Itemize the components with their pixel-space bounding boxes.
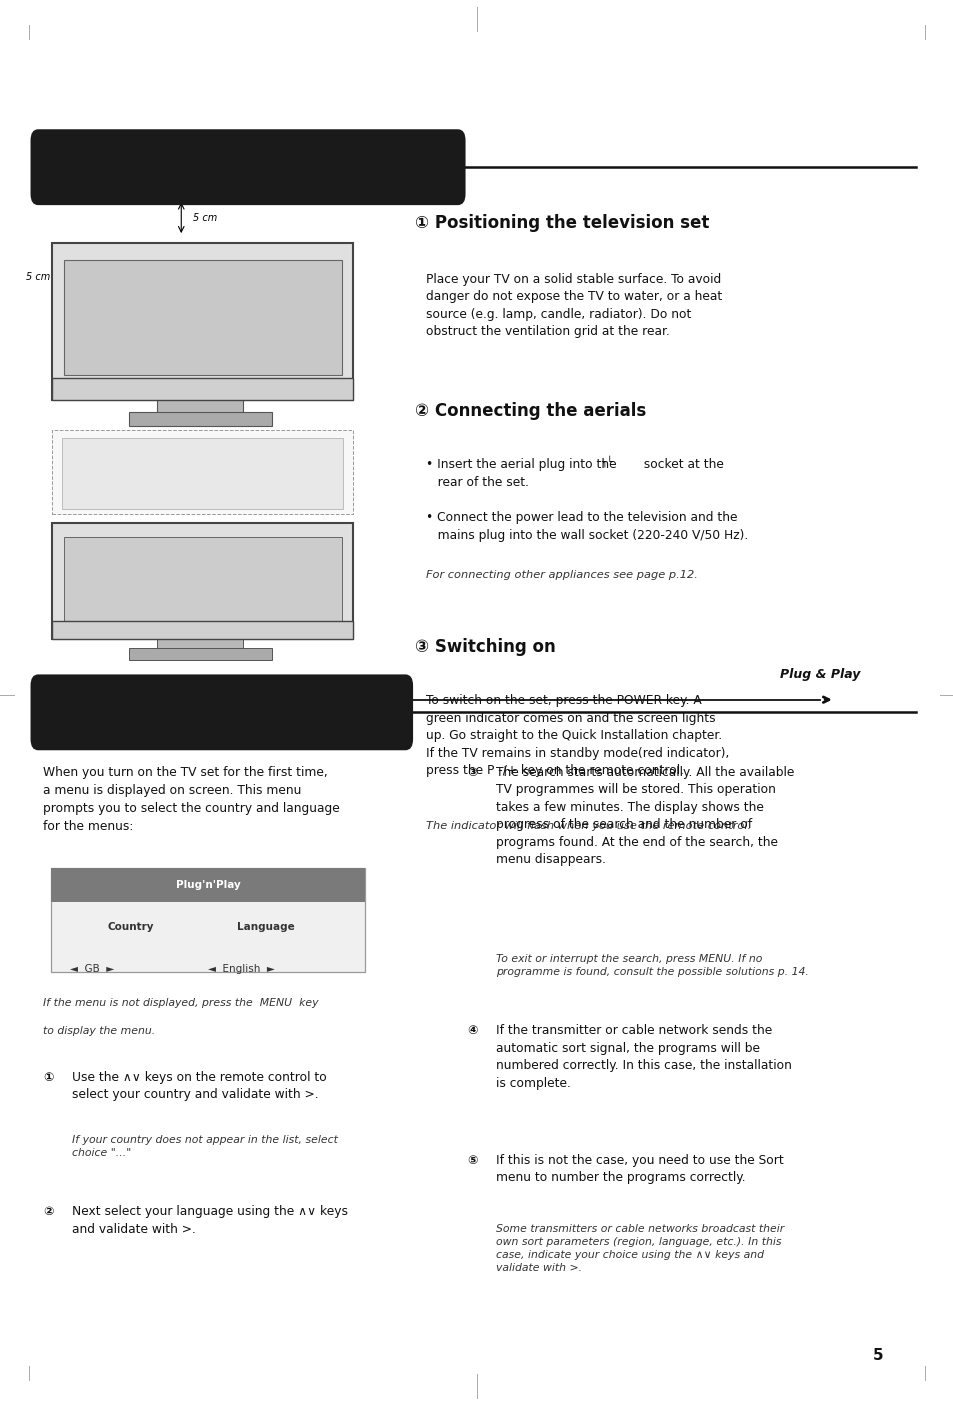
Text: ④: ④ xyxy=(467,1024,477,1037)
FancyBboxPatch shape xyxy=(64,260,341,375)
Text: ②: ② xyxy=(43,1205,53,1218)
Text: Plug'n'Play: Plug'n'Play xyxy=(175,880,240,891)
FancyBboxPatch shape xyxy=(30,129,465,205)
Text: 5 cm: 5 cm xyxy=(280,271,304,282)
Text: If this is not the case, you need to use the Sort
menu to number the programs co: If this is not the case, you need to use… xyxy=(496,1154,783,1184)
Text: For connecting other appliances see page p.12.: For connecting other appliances see page… xyxy=(426,570,698,580)
FancyBboxPatch shape xyxy=(157,636,243,651)
FancyBboxPatch shape xyxy=(64,537,341,622)
FancyBboxPatch shape xyxy=(52,430,353,514)
Text: ③: ③ xyxy=(467,766,477,778)
Text: If your country does not appear in the list, select
choice "...": If your country does not appear in the l… xyxy=(71,1135,337,1159)
Text: Language: Language xyxy=(236,922,294,933)
FancyBboxPatch shape xyxy=(52,378,353,400)
Text: ⑤: ⑤ xyxy=(467,1154,477,1166)
Text: Quick installation: Quick installation xyxy=(52,705,211,719)
Text: 5 cm: 5 cm xyxy=(26,271,50,282)
Text: ◄  English  ►: ◄ English ► xyxy=(208,964,274,975)
Text: • Connect the power lead to the television and the
   mains plug into the wall s: • Connect the power lead to the televisi… xyxy=(426,511,748,542)
FancyBboxPatch shape xyxy=(52,523,353,639)
Text: The search starts automatically. All the available
TV programmes will be stored.: The search starts automatically. All the… xyxy=(496,766,794,867)
Text: 5 cm: 5 cm xyxy=(193,212,216,223)
Text: Next select your language using the ∧∨ keys
and validate with >.: Next select your language using the ∧∨ k… xyxy=(71,1205,347,1236)
FancyBboxPatch shape xyxy=(52,621,353,639)
Text: Country: Country xyxy=(108,922,154,933)
Text: ┐└: ┐└ xyxy=(600,455,612,466)
Text: ③ Switching on: ③ Switching on xyxy=(415,638,556,656)
FancyBboxPatch shape xyxy=(51,868,365,972)
Text: If the transmitter or cable network sends the
automatic sort signal, the program: If the transmitter or cable network send… xyxy=(496,1024,791,1090)
FancyBboxPatch shape xyxy=(62,438,343,509)
FancyBboxPatch shape xyxy=(129,648,272,660)
Text: • PHILIPS •  MENU  • PROGRAM •: • PHILIPS • MENU • PROGRAM • xyxy=(162,471,242,476)
Text: The indicator will flash when you use the remote control.: The indicator will flash when you use th… xyxy=(426,821,751,830)
Text: To exit or interrupt the search, press MENU. If no
programme is found, consult t: To exit or interrupt the search, press M… xyxy=(496,954,808,978)
Text: PHILIPS: PHILIPS xyxy=(95,386,113,392)
Text: Place your TV on a solid stable surface. To avoid
danger do not expose the TV to: Place your TV on a solid stable surface.… xyxy=(426,273,722,339)
FancyBboxPatch shape xyxy=(52,243,353,400)
Text: ② Connecting the aerials: ② Connecting the aerials xyxy=(415,402,645,420)
Text: To switch on the set, press the POWER key. A
green indicator comes on and the sc: To switch on the set, press the POWER ke… xyxy=(426,694,729,777)
Text: to display the menu.: to display the menu. xyxy=(43,1026,155,1035)
Text: Use the ∧∨ keys on the remote control to
select your country and validate with >: Use the ∧∨ keys on the remote control to… xyxy=(71,1071,326,1102)
Text: • Insert the aerial plug into the       socket at the
   rear of the set.: • Insert the aerial plug into the socket… xyxy=(426,458,723,489)
Text: Plug & Play: Plug & Play xyxy=(780,667,860,681)
Text: When you turn on the TV set for the first time,
a menu is displayed on screen. T: When you turn on the TV set for the firs… xyxy=(43,766,339,833)
Text: Some transmitters or cable networks broadcast their
own sort parameters (region,: Some transmitters or cable networks broa… xyxy=(496,1224,783,1273)
Text: 5: 5 xyxy=(871,1349,882,1363)
FancyBboxPatch shape xyxy=(51,868,365,902)
FancyBboxPatch shape xyxy=(129,412,272,426)
Text: ① Positioning the television set: ① Positioning the television set xyxy=(415,214,709,232)
FancyBboxPatch shape xyxy=(30,674,413,750)
Text: ◄  GB  ►: ◄ GB ► xyxy=(70,964,113,975)
Text: Installing your television set: Installing your television set xyxy=(52,160,312,174)
Text: If the menu is not displayed, press the  MENU  key: If the menu is not displayed, press the … xyxy=(43,998,318,1007)
FancyBboxPatch shape xyxy=(157,398,243,414)
Text: ①: ① xyxy=(43,1071,53,1083)
